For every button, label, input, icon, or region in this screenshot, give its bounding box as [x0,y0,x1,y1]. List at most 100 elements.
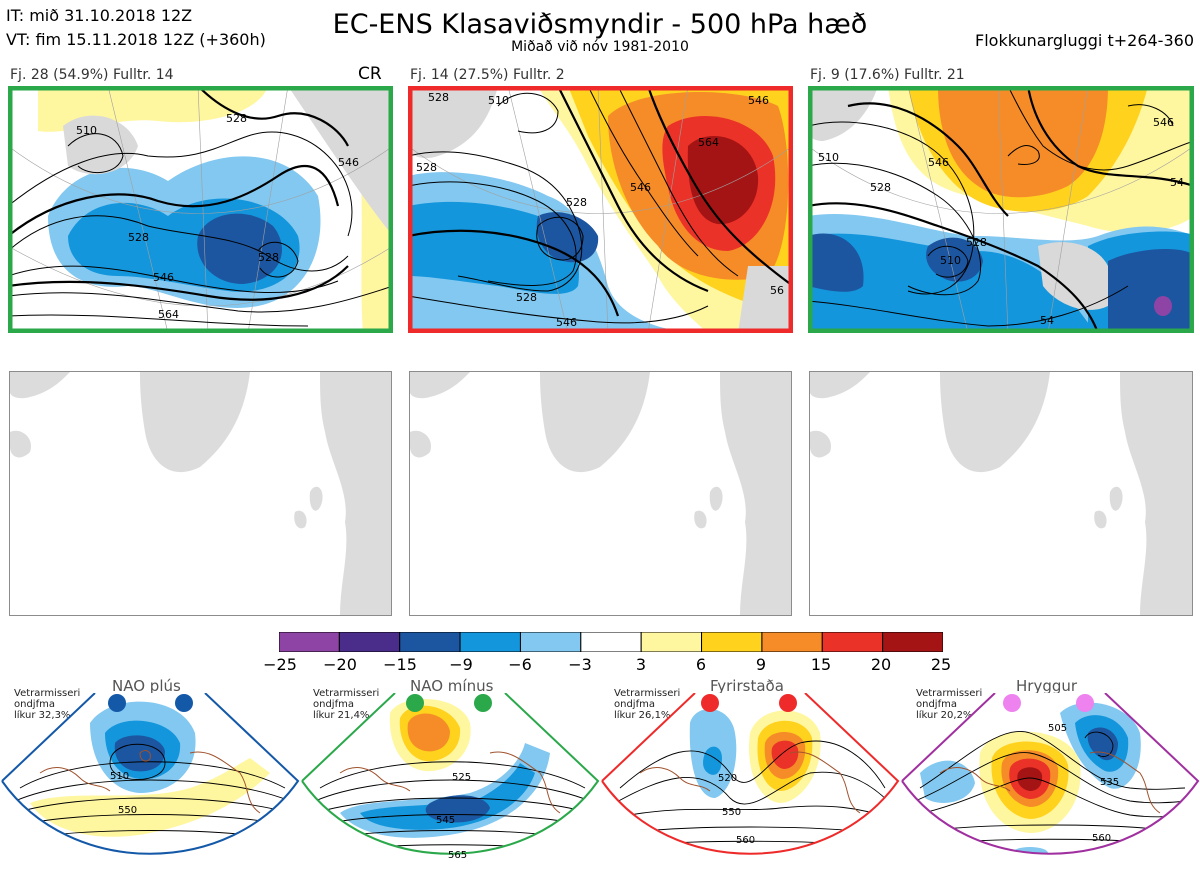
contour-label: 545 [436,815,455,826]
contour-label: 520 [718,773,737,784]
regime-3-marker-right [779,694,797,712]
contour-label: 505 [1048,723,1067,734]
colorbar [278,631,944,656]
colorbar-swatch [459,631,521,653]
empty-map-3 [809,371,1193,616]
regime-3-marker-left [701,694,719,712]
regime-2-title: NAO mínus [410,677,494,695]
contour-label: 528 [258,251,279,264]
empty-map-1 [9,371,392,616]
contour-label: 546 [630,181,651,194]
regime-note-line: ondjfma [916,699,957,710]
classification-window: Flokkunargluggi t+264-360 [975,31,1194,50]
contour-label: 564 [158,308,179,321]
contour-label: 510 [110,771,129,782]
issue-time: IT: mið 31.10.2018 12Z [6,6,193,25]
regime-note-line: líkur 21,4% [313,710,370,721]
contour-label: 528 [516,291,537,304]
colorbar-tick: 25 [930,655,952,674]
regime-note-line: ondjfma [313,699,354,710]
contour-label: 510 [940,254,961,267]
colorbar-swatch [821,631,884,653]
cluster-1-map[interactable]: 510 528 546 528 564 546 528 [8,86,393,333]
contour-label: 528 [428,91,449,104]
colorbar-swatch [278,631,340,653]
page-subtitle: Miðað við nóv 1981-2010 [511,39,689,55]
regime-3-map: 520 550 560 [600,692,900,871]
cluster-3-label: Fj. 9 (17.6%) Fulltr. 21 [810,67,965,83]
run-info: IT: mið 31.10.2018 12Z VT: fim 15.11.201… [6,4,266,52]
regime-note-line: Vetrarmisseri [14,688,81,699]
contour-label: 528 [128,231,149,244]
colorbar-swatch [882,631,944,653]
contour-label: 510 [76,124,97,137]
contour-label: 560 [1092,833,1111,844]
contour-label: 510 [818,151,839,164]
contour-label: 560 [736,835,755,846]
contour-label: 546 [748,94,769,107]
regime-note-line: Vetrarmisseri [916,688,983,699]
contour-label: 546 [928,156,949,169]
regime-1-title: NAO plús [112,677,181,695]
regime-2-note: Vetrarmisseri ondjfma líkur 21,4% [313,688,379,721]
colorbar-swatch [701,631,763,653]
colorbar-tick: −6 [508,655,532,674]
regime-2-marker-right [474,694,492,712]
colorbar-tick: −20 [323,655,357,674]
colorbar-tick: −15 [383,655,417,674]
contour-label: 546 [338,156,359,169]
regime-3-title: Fyrirstaða [710,677,784,695]
regime-note-line: líkur 26,1% [614,710,671,721]
cluster-1-label: Fj. 28 (54.9%) Fulltr. 14 [10,67,174,83]
colorbar-swatch [640,631,703,653]
regime-3-note: Vetrarmisseri ondjfma líkur 26,1% [614,688,680,721]
colorbar-tick: 20 [870,655,892,674]
regime-2-marker-left [406,694,424,712]
regime-note-line: líkur 20,2% [916,710,973,721]
regime-1-map: 510 550 [0,692,300,871]
regime-4-note: Vetrarmisseri ondjfma líkur 20,2% [916,688,982,721]
contour-label: 56 [770,284,784,297]
colorbar-swatch [338,631,401,653]
regime-note-line: ondjfma [14,699,55,710]
colorbar-swatch [580,631,642,653]
contour-label: 525 [452,772,471,783]
regime-1-marker-right [175,694,193,712]
cluster-2-map[interactable]: 528 510 528 546 564 528 546 546 528 56 [408,86,793,333]
contour-label: 546 [1153,116,1174,129]
empty-map-2 [409,371,792,616]
regime-note-line: ondjfma [614,699,655,710]
colorbar-tick: −3 [568,655,592,674]
cluster-1-tag: CR [358,64,382,84]
regime-1-marker-left [108,694,126,712]
contour-label: 510 [488,94,509,107]
cluster-2-label: Fj. 14 (27.5%) Fulltr. 2 [410,67,565,83]
colorbar-tick: −25 [263,655,297,674]
contour-label: 528 [226,112,247,125]
page-title: EC-ENS Klasaviðsmyndir - 500 hPa hæð [332,9,868,40]
regime-4-marker-right [1076,694,1094,712]
contour-label: 550 [118,805,137,816]
colorbar-swatch [761,631,823,653]
cluster-3-map[interactable]: 510 528 546 510 528 546 54 54 [808,86,1194,333]
contour-label: 54 [1170,176,1184,189]
regime-1-note: Vetrarmisseri ondjfma líkur 32,3% [14,688,80,721]
colorbar-tick: 3 [635,655,647,674]
colorbar-swatch [519,631,582,653]
regime-note-line: Vetrarmisseri [313,688,380,699]
regime-4-map: 505 535 560 [900,692,1200,871]
contour-label: 528 [566,196,587,209]
regime-2-map: 525 545 565 [300,692,600,871]
valid-time: VT: fim 15.11.2018 12Z (+360h) [6,30,266,49]
colorbar-swatch [399,631,461,653]
colorbar-tick: 9 [755,655,767,674]
regime-4-marker-left [1003,694,1021,712]
regime-note-line: líkur 32,3% [14,710,71,721]
contour-label: 564 [698,136,719,149]
regime-note-line: Vetrarmisseri [614,688,681,699]
contour-label: 54 [1040,314,1054,327]
colorbar-tick: −9 [449,655,473,674]
contour-label: 565 [448,850,467,861]
contour-label: 550 [722,807,741,818]
contour-label: 528 [870,181,891,194]
